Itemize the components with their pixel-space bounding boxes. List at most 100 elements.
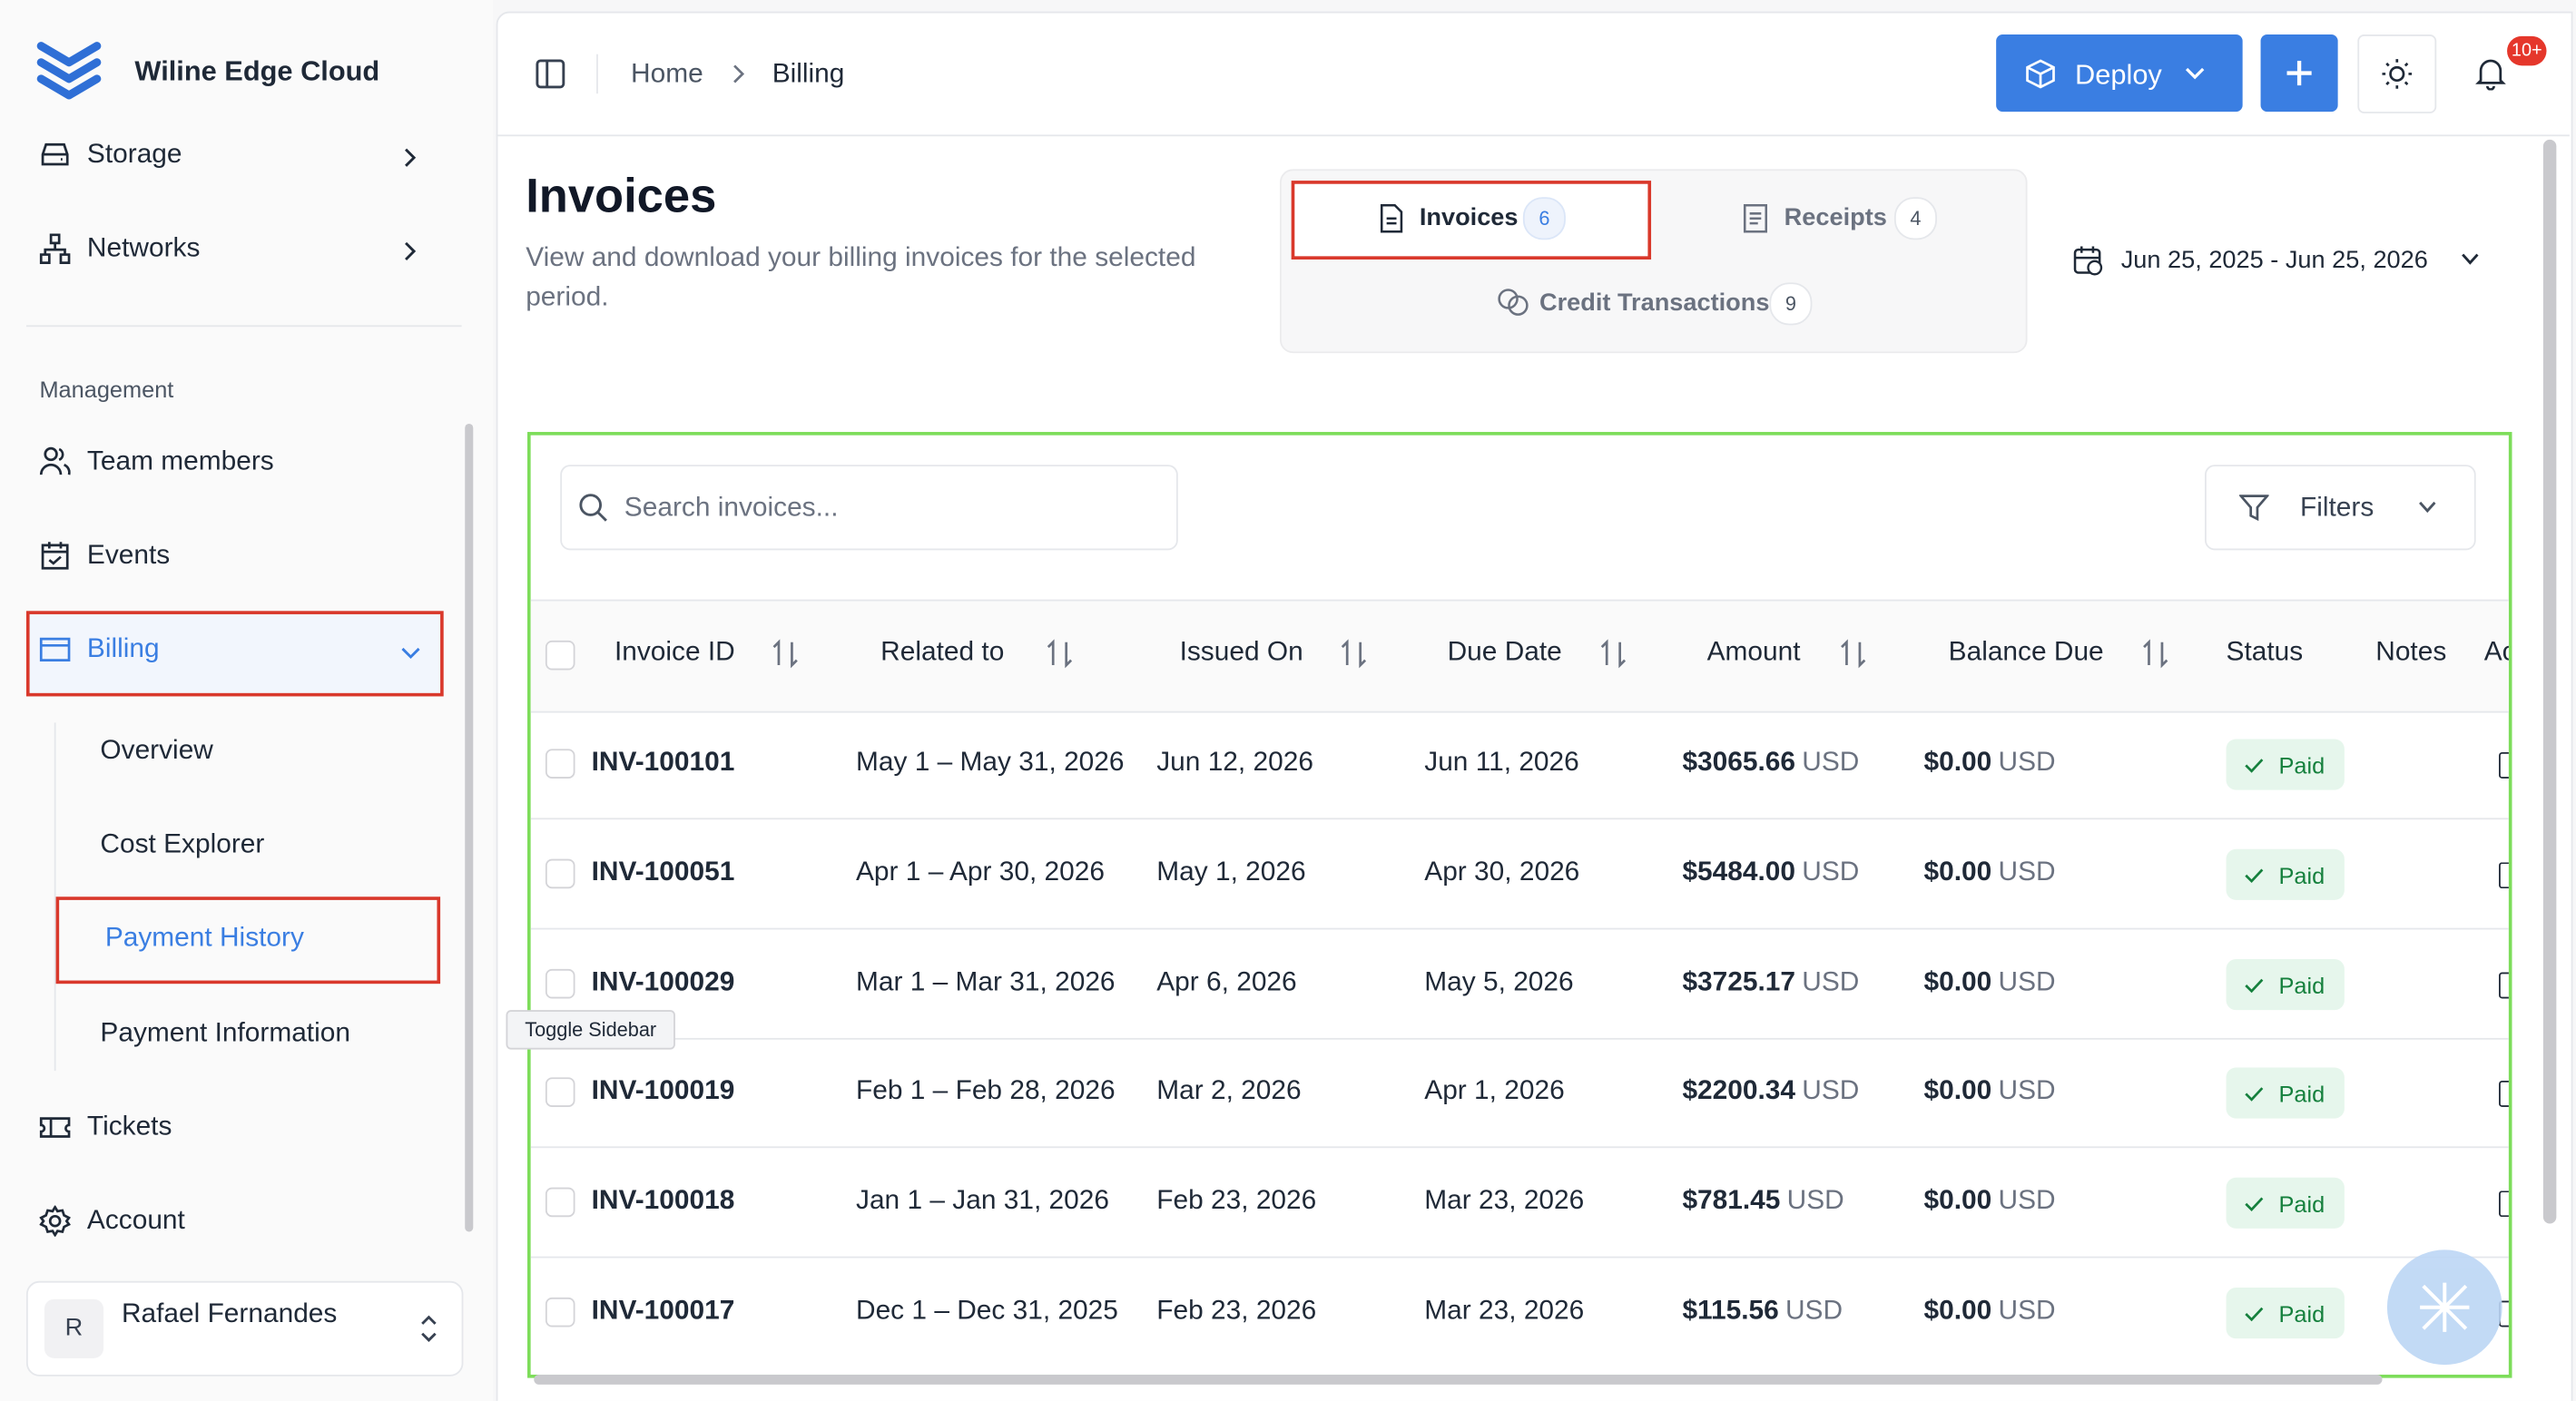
currency: USD <box>1998 1296 2056 1326</box>
amount: $0.00 <box>1923 1296 1992 1326</box>
row-divider <box>530 1256 2509 1259</box>
cell[interactable]: INV-100029 <box>591 966 735 996</box>
nav-item[interactable]: Tickets <box>86 1112 172 1141</box>
status-pill: Paid <box>2226 1178 2345 1230</box>
cell[interactable]: INV-100018 <box>591 1186 735 1216</box>
column-header[interactable]: Balance Due <box>1948 637 2104 667</box>
column-header[interactable]: Due Date <box>1447 637 1562 667</box>
column-header[interactable]: Amount <box>1706 637 1801 667</box>
checkbox[interactable] <box>545 858 575 888</box>
breadcrumb-sep <box>733 64 745 83</box>
nav-item[interactable]: Networks <box>86 233 201 263</box>
checkbox[interactable] <box>545 1187 575 1218</box>
action-icon[interactable] <box>2499 1081 2509 1108</box>
chevrons <box>421 1315 437 1343</box>
column-header[interactable]: Issued On <box>1179 637 1303 667</box>
status-label: Paid <box>2278 751 2325 779</box>
amount: $5484.00 <box>1682 857 1796 887</box>
cell: Mar 23, 2026 <box>1424 1186 1585 1216</box>
nav-subitem[interactable]: Payment Information <box>100 1018 350 1048</box>
currency: USD <box>1802 747 1860 778</box>
amount: $0.00 <box>1923 1186 1992 1216</box>
nav-item[interactable]: Storage <box>86 139 182 170</box>
action-icon[interactable] <box>2499 971 2509 998</box>
action-icon[interactable] <box>2499 861 2509 888</box>
cell: May 5, 2026 <box>1424 966 1574 996</box>
nav-item[interactable]: Billing <box>86 633 160 664</box>
row-divider <box>530 1147 2509 1149</box>
checkbox[interactable] <box>545 1078 575 1108</box>
sort-icon[interactable] <box>1600 639 1627 677</box>
nav-item[interactable]: Account <box>86 1205 185 1236</box>
bell-icon[interactable] <box>2474 57 2507 91</box>
status-pill: Paid <box>2226 958 2345 1010</box>
deploy-button[interactable]: Deploy <box>1996 34 2243 113</box>
checkbox[interactable] <box>545 968 575 998</box>
add-button[interactable] <box>2260 34 2338 113</box>
tab-label[interactable]: Receipts <box>1784 203 1887 232</box>
cell: $5484.00 USD <box>1682 857 1859 887</box>
deploy-icon <box>2026 59 2055 89</box>
nav-subitem[interactable]: Overview <box>100 735 213 766</box>
nav-item[interactable]: Team members <box>86 446 274 476</box>
checkbox[interactable] <box>545 640 575 671</box>
theme-button[interactable] <box>2357 34 2437 113</box>
nav-subitem[interactable]: Payment History <box>104 923 304 953</box>
assistant-button[interactable] <box>2386 1249 2502 1366</box>
sort-icon[interactable] <box>772 639 799 677</box>
sort-icon[interactable] <box>2142 639 2168 677</box>
action-icon[interactable] <box>2499 751 2509 779</box>
checkbox[interactable] <box>545 1297 575 1328</box>
filters-button[interactable]: Filters <box>2205 465 2476 551</box>
header-border <box>496 134 2570 137</box>
assistant-icon <box>2420 1282 2470 1332</box>
header-row <box>530 599 2509 713</box>
tab-label[interactable]: Credit Transactions <box>1539 289 1770 318</box>
cell: Apr 30, 2026 <box>1424 857 1580 887</box>
nav-item[interactable]: Events <box>86 540 171 571</box>
cell: Jun 11, 2026 <box>1424 747 1579 778</box>
action-icon[interactable] <box>2499 1190 2509 1218</box>
breadcrumb-home[interactable]: Home <box>631 59 703 89</box>
cell[interactable]: INV-100019 <box>591 1076 735 1106</box>
notification-badge: 10+ <box>2507 35 2547 66</box>
column-header[interactable]: Related to <box>880 637 1005 667</box>
sort-icon[interactable] <box>1840 639 1866 677</box>
tab-invoices[interactable] <box>1291 181 1652 260</box>
checkbox[interactable] <box>545 749 575 779</box>
column-header: Ac <box>2483 637 2509 667</box>
app-name: Wiline Edge Cloud <box>134 55 380 87</box>
section-label: Management <box>39 376 174 403</box>
cell: $3065.66 USD <box>1682 748 1859 779</box>
date-range[interactable]: Jun 25, 2025 - Jun 25, 2026 <box>2120 246 2428 275</box>
h-scrollbar <box>534 1374 2383 1385</box>
calendar-icon <box>2073 246 2103 276</box>
amount: $2200.34 <box>1682 1076 1796 1106</box>
tab-count: 4 <box>1893 197 1937 240</box>
cell: $0.00 USD <box>1924 1186 2056 1217</box>
search-box[interactable]: Search invoices... <box>560 465 1178 551</box>
cell[interactable]: INV-100051 <box>591 857 735 887</box>
cell: $0.00 USD <box>1924 1296 2056 1327</box>
amount: $0.00 <box>1923 1076 1992 1106</box>
nav-chevron <box>402 146 418 177</box>
nav-subitem[interactable]: Cost Explorer <box>100 829 265 859</box>
tab-count: 6 <box>1522 197 1566 240</box>
amount: $3725.17 <box>1682 966 1796 996</box>
column-header: Notes <box>2375 637 2447 667</box>
toggle-sidebar[interactable] <box>536 59 565 89</box>
cell[interactable]: INV-100101 <box>591 747 735 778</box>
cell: $115.56 USD <box>1682 1296 1843 1327</box>
sort-icon[interactable] <box>1047 639 1073 677</box>
receipt-icon <box>1743 203 1768 233</box>
cell: May 1, 2026 <box>1156 857 1306 887</box>
payment-history-highlight <box>55 896 441 985</box>
currency: USD <box>1786 1186 1844 1216</box>
sort-icon[interactable] <box>1341 639 1367 677</box>
column-header[interactable]: Invoice ID <box>614 637 735 667</box>
nav-icon <box>39 1204 72 1238</box>
cell: Jun 12, 2026 <box>1156 747 1313 778</box>
cell[interactable]: INV-100017 <box>591 1296 735 1326</box>
amount: $781.45 <box>1682 1186 1781 1216</box>
user-card[interactable]: R Rafael Fernandes <box>25 1280 464 1377</box>
